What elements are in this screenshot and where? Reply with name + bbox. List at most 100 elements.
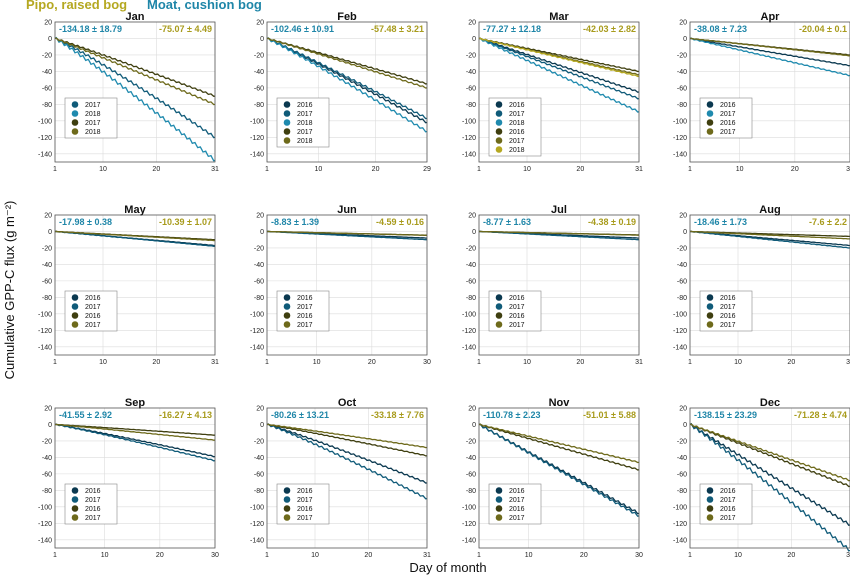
panel-title: Mar (549, 11, 569, 23)
legend-label: 2017 (297, 111, 313, 118)
y-tick-label: -20 (42, 438, 52, 445)
x-tick-label: 20 (787, 552, 795, 559)
series-line (266, 37, 428, 120)
legend-marker (495, 514, 503, 521)
y-tick-label: -100 (462, 311, 476, 318)
legend-label: 2017 (297, 322, 313, 329)
y-tick-label: -60 (254, 85, 264, 92)
stat-moat: -80.26 ± 13.21 (271, 410, 329, 420)
stat-pipo: -71.28 ± 4.74 (794, 410, 847, 420)
x-tick-label: 10 (313, 359, 321, 366)
x-tick-label: 10 (523, 359, 531, 366)
legend-label: 2017 (297, 515, 313, 522)
y-tick-label: -40 (254, 455, 264, 462)
y-tick-label: -40 (677, 262, 687, 269)
y-tick-label: -100 (462, 118, 476, 125)
x-tick-label: 20 (791, 166, 799, 173)
legend-marker (495, 487, 503, 494)
stat-moat: -8.77 ± 1.63 (483, 217, 531, 227)
stat-moat: -18.46 ± 1.73 (694, 217, 747, 227)
legend-marker (706, 303, 714, 310)
y-tick-label: -120 (38, 521, 52, 528)
legend-marker (495, 294, 503, 301)
legend-label: 2016 (720, 295, 736, 302)
panel-jan: 20 0 -20 -40 -60 -80 -100 -120 -140 1 10 20 31 Jan -13… (38, 11, 219, 173)
legend-marker (283, 101, 291, 108)
legend-label: 2016 (509, 295, 525, 302)
y-tick-label: -40 (677, 455, 687, 462)
y-tick-label: -120 (673, 135, 687, 142)
legend-label: 2017 (85, 497, 101, 504)
legend-marker (706, 312, 714, 319)
x-tick-label: 1 (688, 552, 692, 559)
y-tick-label: -40 (466, 455, 476, 462)
series-line (478, 37, 640, 78)
y-tick-label: -80 (42, 102, 52, 109)
y-tick-label: -100 (250, 118, 264, 125)
y-tick-label: 0 (683, 229, 687, 236)
y-tick-label: 20 (44, 406, 52, 413)
panel-title: Oct (338, 397, 357, 409)
series-line (54, 37, 216, 97)
x-tick-label: 10 (525, 552, 533, 559)
panel-title: Sep (125, 397, 145, 409)
legend-marker (71, 110, 79, 117)
stat-moat: -134.18 ± 18.79 (59, 24, 122, 34)
x-tick-label: 30 (423, 359, 431, 366)
legend-marker (706, 294, 714, 301)
x-tick-label: 1 (53, 359, 57, 366)
series-line (689, 423, 850, 527)
legend-label: 2016 (720, 120, 736, 127)
y-tick-label: 0 (260, 422, 264, 429)
legend-label: 2018 (85, 129, 101, 136)
legend-marker (283, 128, 291, 135)
legend-marker (495, 137, 503, 144)
x-tick-label: 30 (635, 552, 643, 559)
legend-label: 2017 (85, 322, 101, 329)
y-tick-label: -40 (42, 455, 52, 462)
legend-label: 2016 (509, 506, 525, 513)
series-line (478, 37, 640, 113)
y-tick-label: -20 (254, 438, 264, 445)
y-tick-label: -20 (466, 245, 476, 252)
legend-marker (283, 514, 291, 521)
legend-label: 2016 (297, 506, 313, 513)
x-tick-label: 20 (152, 359, 160, 366)
legend-label: 2016 (297, 488, 313, 495)
legend-marker (495, 128, 503, 135)
legend-marker (71, 496, 79, 503)
y-tick-label: -120 (673, 328, 687, 335)
panel-title: Jan (126, 11, 145, 23)
series-line (54, 230, 216, 242)
legend-label: 2016 (509, 313, 525, 320)
legend-label: 2017 (509, 515, 525, 522)
y-tick-label: -20 (677, 438, 687, 445)
y-tick-label: -120 (462, 328, 476, 335)
legend-label: 2017 (509, 322, 525, 329)
series-line (54, 36, 216, 139)
y-tick-label: -60 (42, 85, 52, 92)
legend-marker (283, 303, 291, 310)
legend-label: 2016 (297, 313, 313, 320)
y-tick-label: -40 (42, 262, 52, 269)
legend-marker (71, 119, 79, 126)
legend-marker (706, 321, 714, 328)
panel-title: Jul (551, 204, 567, 216)
panel-may: 20 0 -20 -40 -60 -80 -100 -120 -140 1 10 20 31 May -17… (38, 204, 219, 366)
y-tick-label: -20 (42, 245, 52, 252)
series-line (689, 230, 850, 240)
legend-marker (71, 505, 79, 512)
legend-label: 2017 (720, 129, 736, 136)
legend-box (488, 97, 542, 157)
axes-frame (478, 214, 640, 356)
y-tick-label: 20 (44, 213, 52, 220)
legend-marker (283, 119, 291, 126)
y-tick-label: 0 (683, 36, 687, 43)
legend-marker (283, 137, 291, 144)
y-tick-label: -40 (254, 69, 264, 76)
stat-moat: -8.83 ± 1.39 (271, 217, 319, 227)
y-tick-label: -60 (677, 85, 687, 92)
y-tick-label: -80 (466, 488, 476, 495)
